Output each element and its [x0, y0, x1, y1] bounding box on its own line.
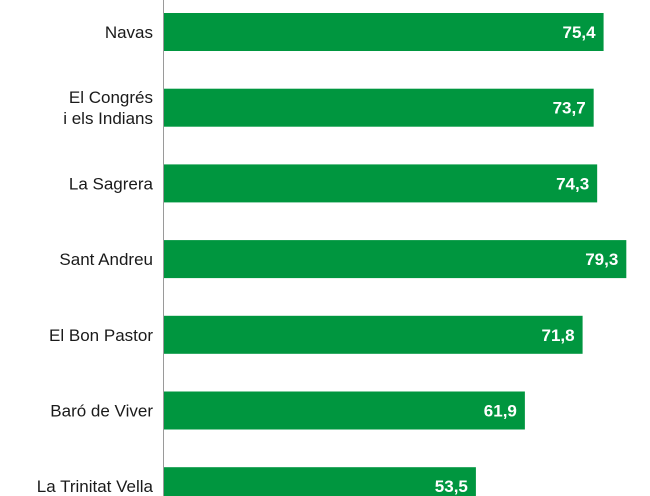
bar-5 [164, 391, 525, 430]
bar-0 [164, 13, 604, 51]
bar-value-label-5: 61,9 [484, 402, 517, 421]
category-label-1-line-1: i els Indians [63, 109, 153, 128]
bars-layer: 75,4 73,7 74,3 79,3 71,8 61,9 53,5 [164, 13, 627, 496]
category-label-0: Navas [105, 23, 153, 42]
bar-4 [164, 315, 583, 354]
bar-3 [164, 240, 627, 279]
category-label-5: Baró de Viver [50, 402, 153, 421]
bar-value-label-6: 53,5 [435, 477, 468, 496]
bar-value-label-4: 71,8 [542, 326, 575, 345]
category-label-1-line-0: El Congrés [69, 88, 153, 107]
category-labels-layer: Navas El Congrés i els Indians La Sagrera Sa… [37, 23, 154, 496]
bar-value-label-1: 73,7 [553, 99, 586, 118]
bar-value-label-2: 74,3 [556, 174, 589, 193]
category-label-2: La Sagrera [69, 174, 154, 193]
category-label-6: La Trinitat Vella [37, 477, 154, 496]
bar-2 [164, 164, 598, 203]
category-label-4: El Bon Pastor [49, 326, 153, 345]
bar-6 [164, 467, 476, 496]
bar-1 [164, 88, 594, 127]
bar-value-label-3: 79,3 [585, 250, 618, 269]
bar-value-label-0: 75,4 [562, 23, 596, 42]
category-label-3: Sant Andreu [59, 250, 153, 269]
